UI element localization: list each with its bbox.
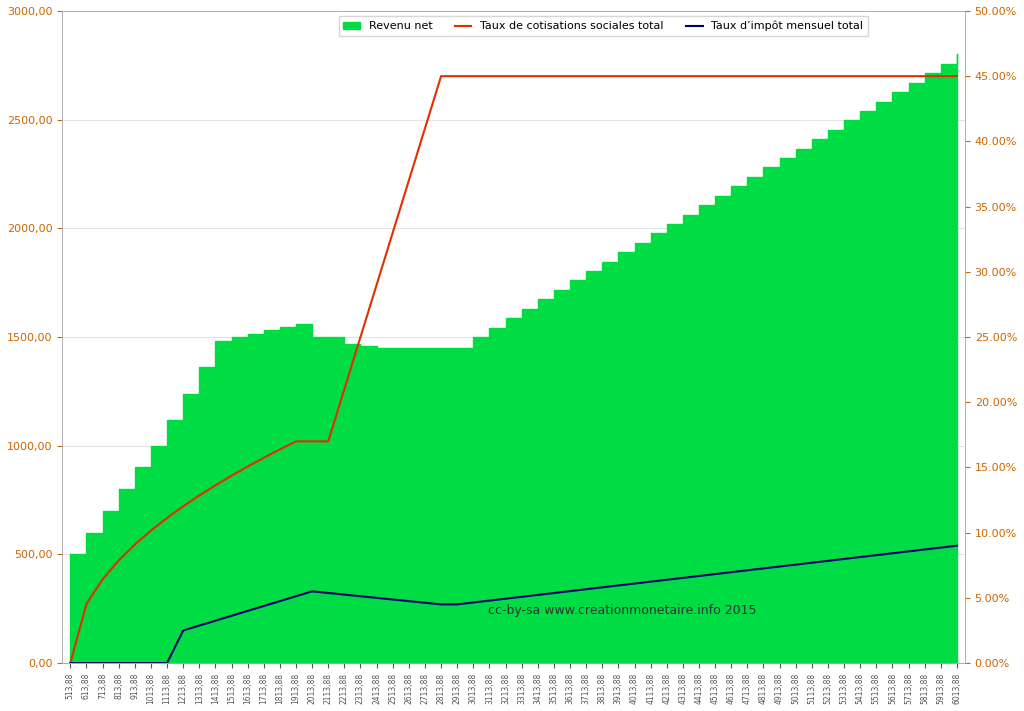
Taux d’impôt mensuel total <box>950 542 963 550</box>
Taux de cotisations sociales total <box>660 72 673 80</box>
Text: cc-by-sa www.creationmonetaire.info 2015: cc-by-sa www.creationmonetaire.info 2015 <box>487 604 756 617</box>
Taux de cotisations sociales total <box>435 72 447 80</box>
Taux d’impôt mensuel total <box>387 595 399 604</box>
Legend: Revenu net, Taux de cotisations sociales total, Taux d’impôt mensuel total: Revenu net, Taux de cotisations sociales… <box>339 16 868 36</box>
Taux de cotisations sociales total <box>758 72 770 80</box>
Taux de cotisations sociales total <box>65 659 77 668</box>
Taux d’impôt mensuel total <box>65 659 77 668</box>
Taux de cotisations sociales total <box>580 72 592 80</box>
Line: Taux d’impôt mensuel total: Taux d’impôt mensuel total <box>71 546 956 663</box>
Line: Taux de cotisations sociales total: Taux de cotisations sociales total <box>71 76 956 663</box>
Taux d’impôt mensuel total <box>564 587 577 595</box>
Taux d’impôt mensuel total <box>644 577 656 586</box>
Taux d’impôt mensuel total <box>612 581 625 589</box>
Taux d’impôt mensuel total <box>741 566 754 574</box>
Taux de cotisations sociales total <box>387 228 399 237</box>
Taux de cotisations sociales total <box>80 599 92 608</box>
Taux d’impôt mensuel total <box>80 659 92 668</box>
Taux de cotisations sociales total <box>950 72 963 80</box>
Taux de cotisations sociales total <box>629 72 641 80</box>
